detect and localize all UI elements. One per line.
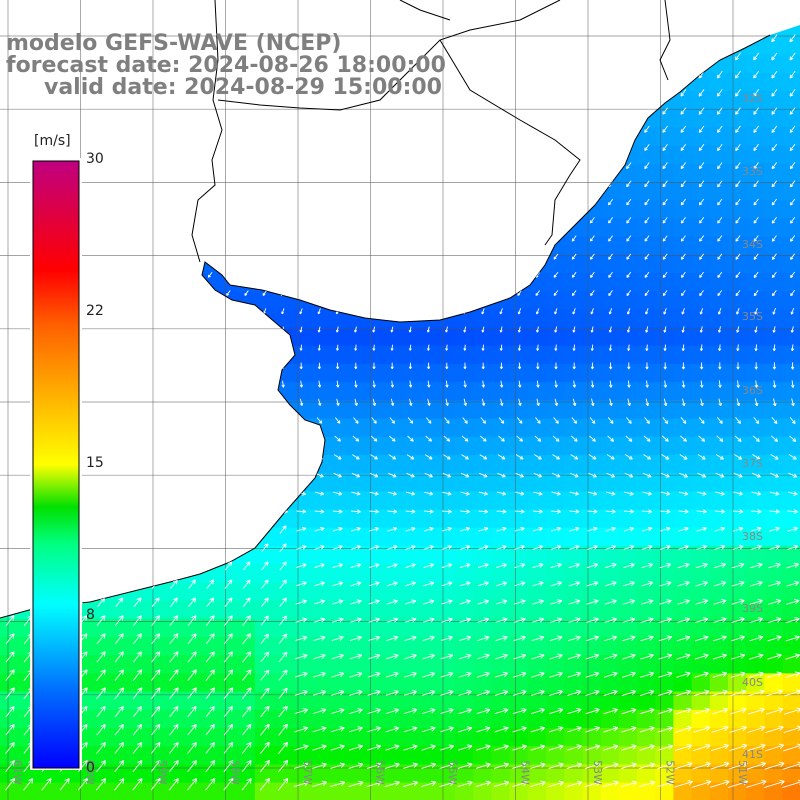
colorbar-tick-22: 22 <box>86 303 104 319</box>
lon-label: 61W <box>11 760 24 785</box>
lat-label: 34S <box>742 238 763 251</box>
lon-label: 53W <box>591 760 604 785</box>
model-title: modelo GEFS-WAVE (NCEP) <box>6 31 342 56</box>
lon-label: 54W <box>519 760 532 785</box>
lat-label: 39S <box>742 602 763 615</box>
lat-label: 35S <box>742 310 763 323</box>
lon-label: 57W <box>301 760 314 785</box>
lon-label: 59W <box>156 760 169 785</box>
lat-label: 37S <box>742 457 763 470</box>
colorbar-tick-30: 30 <box>86 151 104 167</box>
lon-label: 51W <box>736 760 749 785</box>
lon-label: 60W <box>84 760 97 785</box>
lat-label: 38S <box>742 530 763 543</box>
latitude-labels: 32S 33S 34S 35S 36S 37S 38S 39S 40S 41S <box>742 92 763 761</box>
colorbar-tick-8: 8 <box>86 607 95 623</box>
colorbar-tick-0: 0 <box>86 760 95 776</box>
lat-label: 40S <box>742 676 763 689</box>
lon-label: 56W <box>374 760 387 785</box>
coastline <box>0 0 771 619</box>
lat-label: 33S <box>742 165 763 178</box>
lon-label: 58W <box>229 760 242 785</box>
forecast-date: forecast date: 2024-08-26 18:00:00 <box>6 53 446 78</box>
lon-label: 52W <box>664 760 677 785</box>
colorbar-tick-15: 15 <box>86 455 104 471</box>
lon-label: 55W <box>446 760 459 785</box>
colorbar-unit: [m/s] <box>34 133 71 149</box>
longitude-labels: 61W 60W 59W 58W 57W 56W 55W 54W 53W 52W 51W <box>11 760 749 785</box>
lat-label: 41S <box>742 748 763 761</box>
lat-label: 32S <box>742 92 763 105</box>
lat-label: 36S <box>742 384 763 397</box>
valid-date: valid date: 2024-08-29 15:00:00 <box>44 75 442 100</box>
colorbar <box>30 158 82 770</box>
